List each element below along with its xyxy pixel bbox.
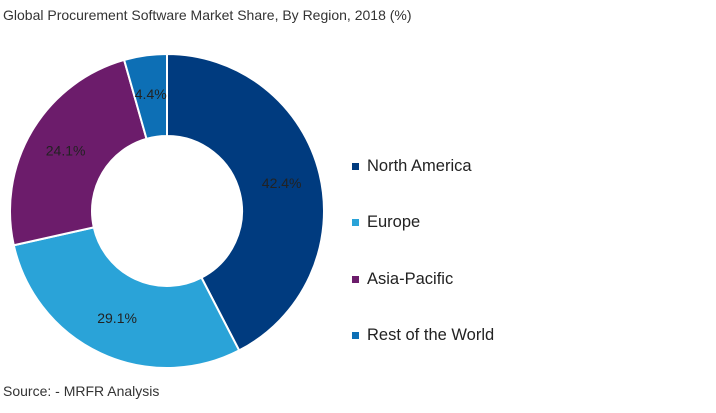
data-label-europe: 29.1%	[97, 310, 137, 326]
legend-label-rest-of-the-world: Rest of the World	[367, 326, 495, 344]
legend-swatch-rest-of-the-world	[352, 332, 359, 339]
chart-title: Global Procurement Software Market Share…	[3, 7, 412, 23]
source-note: Source: - MRFR Analysis	[3, 383, 160, 399]
legend-item-europe: Europe	[352, 211, 494, 235]
legend-item-asia-pacific: Asia-Pacific	[352, 267, 494, 291]
legend: North America Europe Asia-Pacific Rest o…	[352, 154, 494, 380]
legend-item-rest-of-the-world: Rest of the World	[352, 324, 494, 348]
legend-label-asia-pacific: Asia-Pacific	[367, 269, 454, 288]
data-label-rest-of-the-world: 4.4%	[135, 86, 167, 102]
legend-swatch-europe	[352, 219, 359, 226]
slice-asia-pacific	[9, 58, 148, 247]
legend-swatch-asia-pacific	[352, 275, 359, 283]
legend-label-north-america: North America	[367, 156, 472, 175]
slice-europe	[12, 226, 241, 369]
legend-swatch-north-america	[352, 162, 359, 170]
legend-label-europe: Europe	[367, 213, 421, 231]
legend-item-north-america: North America	[352, 154, 494, 178]
data-label-asia-pacific: 24.1%	[46, 143, 86, 159]
slice-north-america	[166, 52, 325, 352]
data-label-north-america: 42.4%	[262, 175, 302, 191]
slice-rest-of-the-world	[122, 52, 168, 141]
